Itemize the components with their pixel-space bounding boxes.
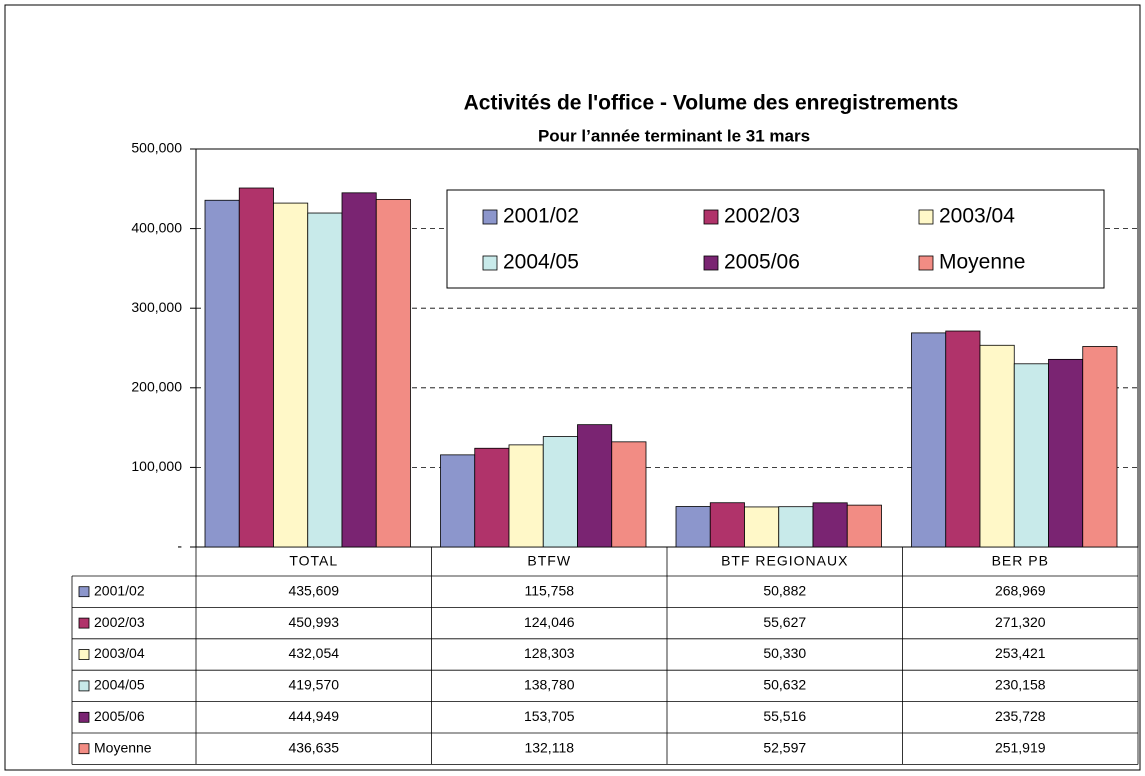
legend-label: 2002/03 [724,205,800,228]
bar [375,199,411,548]
table-swatch [78,743,90,755]
table-row-label: 2005/06 [94,708,145,724]
bar [341,192,377,548]
table-cell: 50,632 [763,677,806,693]
legend-swatch [482,255,498,271]
table-cell: 153,705 [524,708,575,724]
bar [778,506,814,548]
table-cell: 271,320 [995,614,1046,630]
table-cell: 128,303 [524,645,575,661]
table-row-label: 2004/05 [94,677,145,693]
table-cell: 52,597 [763,739,806,755]
table-row-label: 2001/02 [94,582,145,598]
bar [744,506,780,548]
table-cell: 235,728 [995,708,1046,724]
x-tick-label: BTF REGIONAUX [721,553,848,569]
bar [273,202,309,548]
legend-label: 2005/06 [724,251,800,274]
legend-label: 2003/04 [939,205,1015,228]
table-row-label: 2003/04 [94,645,145,661]
bar [1013,363,1049,548]
bar [238,187,274,548]
table-cell: 230,158 [995,677,1046,693]
table-cell: 132,118 [524,739,574,755]
table-row-label: 2002/03 [94,614,145,630]
x-tick-label: BER PB [992,553,1049,569]
table-cell: 435,609 [288,582,339,598]
table-cell: 55,516 [763,708,806,724]
bar [440,454,476,548]
bar [1048,358,1084,548]
bar [611,441,647,548]
bar [709,502,745,548]
bar [204,199,240,548]
legend-label: 2001/02 [503,205,579,228]
table-swatch [78,617,90,629]
table-cell: 115,758 [524,582,574,598]
bar [577,424,613,548]
table-swatch [78,680,90,692]
legend-label: 2004/05 [503,251,579,274]
table-swatch [78,586,90,598]
bar [846,504,882,548]
y-tick-label: 300,000 [131,299,182,315]
legend-swatch [703,209,719,225]
table-cell: 124,046 [524,614,575,630]
y-tick-label: 100,000 [131,458,182,474]
table-cell: 436,635 [288,739,339,755]
table-cell: 50,882 [763,582,806,598]
chart-subtitle: Pour l’année terminant le 31 mars [538,126,810,145]
legend-swatch [482,209,498,225]
bar [508,444,544,548]
bar [474,447,510,548]
table-swatch [78,649,90,660]
legend-swatch [918,255,934,271]
bar [542,436,578,548]
table-cell: 55,627 [763,614,806,630]
table-swatch [78,711,90,723]
bar [1082,346,1118,548]
legend-swatch [918,209,934,225]
table-row-label: Moyenne [94,739,152,755]
legend-box [446,189,1105,289]
y-tick-label: 200,000 [131,379,182,395]
x-tick-label: BTFW [527,553,571,569]
legend-label: Moyenne [939,251,1025,274]
chart-title: Activités de l'office - Volume des enreg… [464,92,959,115]
table-cell: 450,993 [288,614,339,630]
y-tick-label: 500,000 [131,140,182,156]
table-cell: 50,330 [763,645,806,661]
table-cell: 419,570 [288,677,339,693]
table-cell: 251,919 [995,739,1046,755]
y-tick-label: 400,000 [131,219,182,235]
table-cell: 268,969 [995,582,1046,598]
bar [812,502,848,548]
x-tick-label: TOTAL [289,553,338,569]
bar [945,330,981,548]
bar [979,344,1015,548]
bar [675,506,711,548]
bar [307,212,343,548]
table-cell: 432,054 [288,645,339,661]
table-cell: 253,421 [995,645,1046,661]
y-tick-label: - [177,538,182,554]
bar [911,332,947,548]
table-cell: 138,780 [524,677,575,693]
table-cell: 444,949 [288,708,339,724]
legend-swatch [703,255,719,271]
